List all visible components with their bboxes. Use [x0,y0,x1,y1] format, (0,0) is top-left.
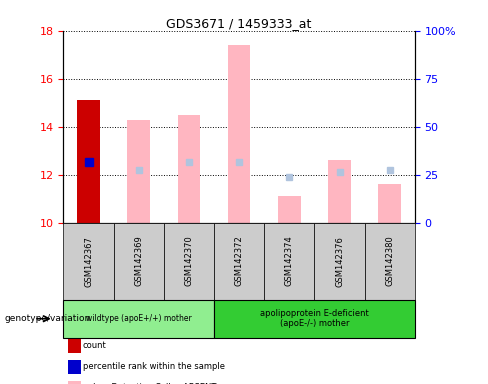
Bar [228,45,250,223]
Text: GSM142372: GSM142372 [235,236,244,286]
Text: GSM142374: GSM142374 [285,236,294,286]
Bar [328,161,351,223]
Text: GSM142380: GSM142380 [385,236,394,286]
Bar [77,100,100,223]
Bar [178,115,200,223]
Bar [278,196,301,223]
Text: GSM142376: GSM142376 [335,236,344,286]
Bar [378,184,401,223]
Title: GDS3671 / 1459333_at: GDS3671 / 1459333_at [166,17,312,30]
Text: genotype/variation: genotype/variation [5,314,91,323]
Text: GSM142369: GSM142369 [134,236,143,286]
Text: value, Detection Call = ABSENT: value, Detection Call = ABSENT [83,383,216,384]
Text: percentile rank within the sample: percentile rank within the sample [83,362,225,371]
Text: GSM142367: GSM142367 [84,236,93,286]
Bar [127,119,150,223]
Text: wildtype (apoE+/+) mother: wildtype (apoE+/+) mother [86,314,192,323]
Text: count: count [83,341,107,350]
Text: GSM142370: GSM142370 [184,236,193,286]
Text: apolipoprotein E-deficient
(apoE-/-) mother: apolipoprotein E-deficient (apoE-/-) mot… [260,309,369,328]
